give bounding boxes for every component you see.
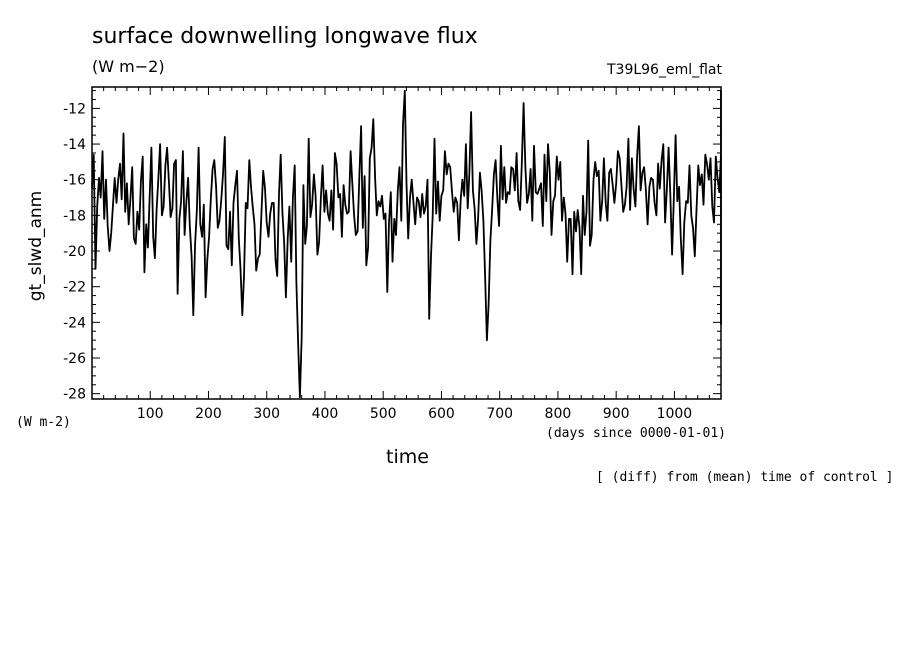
- y-tick-label: -28: [63, 387, 86, 403]
- x-tick-label: 100: [137, 406, 164, 422]
- y-tick-label: -26: [63, 351, 86, 367]
- y-tick-label: -20: [63, 244, 86, 260]
- x-tick-label: 500: [370, 406, 397, 422]
- y-tick-label: -22: [63, 280, 86, 296]
- x-tick-label: 1000: [657, 406, 693, 422]
- chart-units: (W m−2): [92, 57, 165, 76]
- y-tick-label: -16: [63, 173, 86, 189]
- y-tick-label: -12: [63, 101, 86, 117]
- plot-frame: [91, 86, 722, 400]
- x-tick-label: 600: [428, 406, 455, 422]
- chart-title: surface downwelling longwave flux: [92, 24, 478, 49]
- y-tick-label: -18: [63, 208, 86, 224]
- x-axis-label: time: [386, 446, 429, 468]
- y-axis-units: (W m-2): [16, 415, 71, 430]
- x-tick-label: 200: [195, 406, 222, 422]
- x-tick-label: 800: [545, 406, 572, 422]
- x-tick-label: 400: [312, 406, 339, 422]
- y-tick-label: -14: [63, 137, 86, 153]
- run-label: T39L96_eml_flat: [606, 62, 722, 78]
- footnote: [ (diff) from (mean) time of control ]: [596, 470, 894, 485]
- x-tick-label: 300: [253, 406, 280, 422]
- x-axis-units: (days since 0000-01-01): [546, 426, 727, 441]
- series-line: [91, 89, 722, 399]
- x-tick-label: 900: [603, 406, 630, 422]
- x-tick-label: 700: [486, 406, 513, 422]
- y-tick-label: -24: [63, 315, 86, 331]
